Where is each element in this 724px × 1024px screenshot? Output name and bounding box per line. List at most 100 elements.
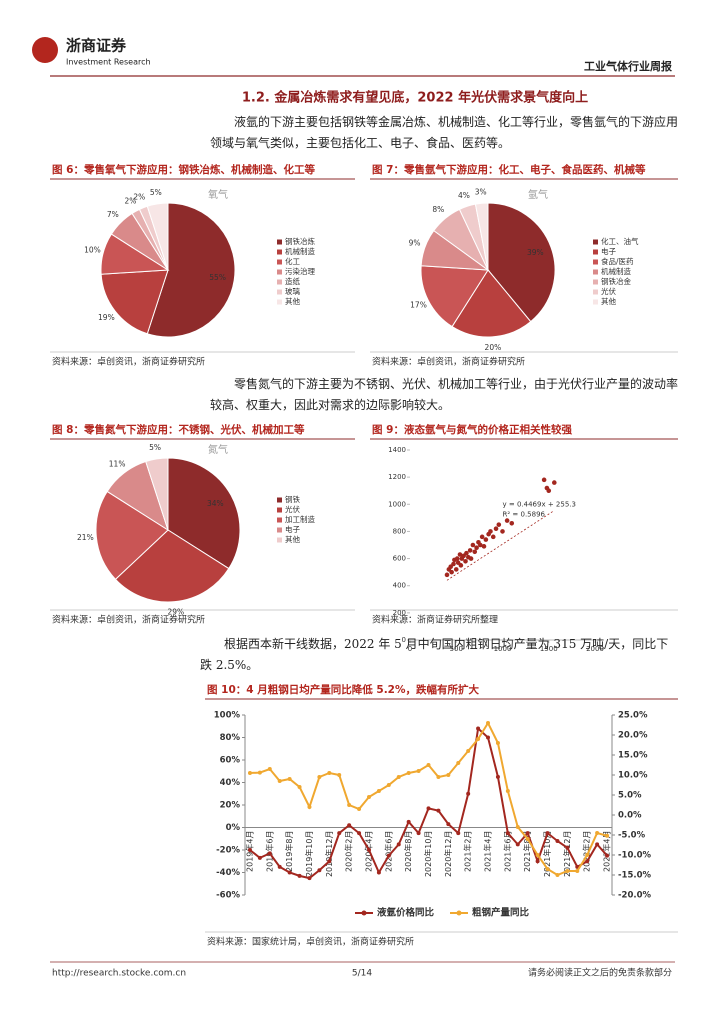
y-tick-label: 20% <box>220 801 241 811</box>
x-tick-label: 2020年8月 <box>403 831 413 872</box>
series-marker <box>257 855 262 860</box>
y-tick-label: 200 <box>393 609 406 617</box>
x-tick-label: 2020年6月 <box>383 831 393 872</box>
y2-tick-label: 25.0% <box>618 711 648 721</box>
series-marker <box>337 773 342 777</box>
series-marker <box>277 864 282 869</box>
y2-tick-label: -15.0% <box>618 871 651 881</box>
section-title: 1.2. 金属冶炼需求有望见底，2022 年光伏需求景气度向上 <box>242 90 588 106</box>
series-marker <box>495 741 500 745</box>
series-marker <box>406 819 411 824</box>
legend-swatch <box>277 269 282 275</box>
pie-slice <box>146 202 236 338</box>
point <box>490 534 496 540</box>
y2-tick-label: -10.0% <box>618 851 651 861</box>
series-marker <box>386 783 391 787</box>
x-tick-label: 2022年4月 <box>602 831 612 872</box>
series-marker <box>535 859 540 864</box>
legend-marker <box>456 910 462 916</box>
x-tick-label: 0 <box>408 645 412 653</box>
point <box>481 544 487 549</box>
y-tick-label: 1000 <box>388 500 406 508</box>
legend-label: 钢铁冶炼 <box>285 236 315 246</box>
data-label: 20% <box>485 343 502 352</box>
series-marker <box>595 842 600 847</box>
x-tick-label: 2000 <box>586 645 604 653</box>
legend-swatch <box>593 269 598 275</box>
legend-label: 食品/医药 <box>601 256 634 266</box>
legend-swatch <box>593 249 598 255</box>
series-marker <box>545 831 550 836</box>
x-tick-label: 2021年10月 <box>542 831 552 878</box>
series-marker <box>585 853 590 857</box>
y-tick-label: -20% <box>216 846 240 856</box>
data-label: 5% <box>149 443 161 452</box>
series-marker <box>605 833 610 838</box>
legend-label: 钢铁冶金 <box>601 276 631 286</box>
paragraph: 零售氮气的下游主要为不锈钢、光伏、机械加工等行业，由于光伏行业产量的波动率较高、… <box>210 377 679 412</box>
series-marker <box>466 791 471 796</box>
series-marker <box>406 771 411 775</box>
pie-slice <box>100 269 169 335</box>
legend-swatch <box>593 289 598 295</box>
legend-label: 电子 <box>285 524 300 534</box>
point <box>444 572 450 578</box>
series-marker <box>446 822 451 827</box>
x-tick-label: 2019年8月 <box>284 831 294 872</box>
series-marker <box>376 789 381 793</box>
x-tick-label: 2021年12月 <box>562 831 572 878</box>
y-tick-label: 80% <box>220 733 241 743</box>
legend-label: 化工 <box>285 256 300 266</box>
series-marker <box>366 848 371 852</box>
paragraph: 液氩的下游主要包括钢铁等金属冶炼、机械制造、化工等行业，零售氩气的下游应用领域与… <box>210 115 679 150</box>
point <box>464 550 469 556</box>
x-tick-label: 2019年6月 <box>264 831 274 872</box>
legend-label: 液氩价格同比 <box>377 907 435 919</box>
series-marker <box>257 770 262 775</box>
legend-label: 污染治理 <box>285 266 315 276</box>
series-marker <box>525 831 530 836</box>
y-tick-label: 1200 <box>388 473 406 481</box>
legend-swatch <box>277 289 282 295</box>
series-marker <box>585 859 590 864</box>
series-marker <box>505 789 510 793</box>
x-tick-label: 2020年10月 <box>423 831 433 878</box>
data-label: 3% <box>475 187 487 196</box>
data-label: 2% <box>133 192 145 201</box>
chart-title: 氩气 <box>528 188 548 201</box>
y2-tick-label: 20.0% <box>618 731 648 741</box>
series-marker <box>456 761 461 765</box>
data-label: 17% <box>410 300 427 309</box>
legend-swatch <box>277 249 282 255</box>
pie-slice <box>474 202 489 271</box>
series-marker <box>495 774 500 779</box>
figure-title: 图 6：零售氧气下游应用：钢铁冶炼、机械制造、化工等 <box>52 163 315 176</box>
series-marker <box>396 842 401 847</box>
series-marker <box>555 873 560 877</box>
series-marker <box>376 870 381 875</box>
footer-page: 5/14 <box>352 969 372 979</box>
point <box>453 567 459 572</box>
x-tick-label: 1500 <box>540 645 558 653</box>
series-marker <box>297 785 302 789</box>
data-label: 4% <box>458 191 470 200</box>
series-marker <box>307 876 312 881</box>
series-marker <box>307 805 312 809</box>
series-marker <box>287 777 292 781</box>
data-label: 8% <box>432 205 444 214</box>
data-label: 29% <box>167 608 184 617</box>
series-marker <box>327 771 332 775</box>
series-marker <box>426 763 431 767</box>
point <box>457 552 463 557</box>
point <box>504 518 510 523</box>
annotation: R² = 0.5896 <box>503 510 546 518</box>
series-marker <box>247 771 252 775</box>
legend-label: 机械制造 <box>285 246 315 256</box>
legend-label: 玻璃 <box>285 286 300 296</box>
series-marker <box>605 853 610 858</box>
series-marker <box>515 842 520 847</box>
data-label: 39% <box>527 248 544 257</box>
point <box>468 556 474 561</box>
